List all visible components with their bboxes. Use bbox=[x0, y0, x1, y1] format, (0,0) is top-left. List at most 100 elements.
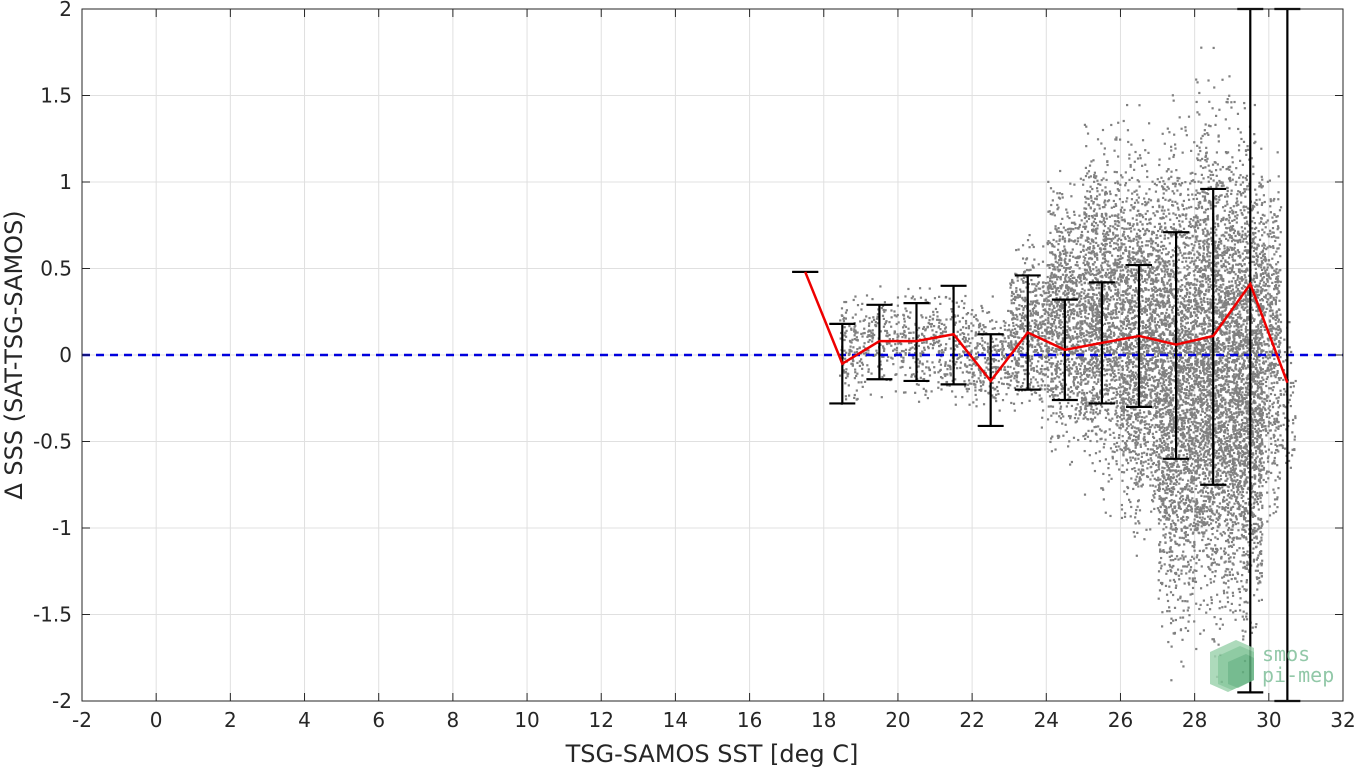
scatter-point bbox=[1079, 405, 1082, 409]
scatter-point bbox=[870, 331, 873, 334]
scatter-point bbox=[1056, 353, 1059, 356]
scatter-point bbox=[1127, 366, 1130, 369]
scatter-point bbox=[970, 330, 973, 333]
scatter-point bbox=[1048, 210, 1051, 213]
scatter-point bbox=[1037, 323, 1040, 326]
scatter-point bbox=[1140, 357, 1143, 360]
scatter-point bbox=[1139, 391, 1142, 394]
scatter-point bbox=[883, 310, 886, 313]
scatter-point bbox=[1087, 295, 1090, 298]
scatter-point bbox=[1156, 330, 1159, 333]
scatter-point bbox=[1102, 359, 1105, 362]
scatter-point bbox=[1016, 318, 1019, 321]
scatter-point bbox=[1119, 424, 1122, 427]
scatter-point bbox=[1088, 164, 1092, 167]
scatter-point bbox=[1056, 287, 1059, 290]
scatter-point bbox=[1075, 242, 1078, 246]
scatter-point bbox=[1047, 210, 1050, 213]
scatter-point bbox=[1149, 335, 1153, 338]
scatter-point bbox=[1149, 391, 1152, 394]
scatter-point bbox=[987, 351, 990, 354]
scatter-point bbox=[1057, 299, 1060, 303]
scatter-point bbox=[884, 329, 887, 332]
scatter-point bbox=[1125, 388, 1128, 391]
scatter-point bbox=[1139, 305, 1142, 308]
scatter-point bbox=[1089, 308, 1092, 312]
scatter-point bbox=[1073, 330, 1077, 333]
scatter-point bbox=[1059, 362, 1062, 365]
scatter-point bbox=[1115, 363, 1118, 366]
scatter-point bbox=[1140, 485, 1143, 488]
scatter-point bbox=[1118, 416, 1122, 419]
scatter-point bbox=[1050, 450, 1054, 453]
scatter-point bbox=[888, 342, 891, 345]
scatter-point bbox=[1099, 390, 1102, 393]
scatter-point bbox=[941, 330, 945, 333]
scatter-point bbox=[1021, 365, 1025, 368]
scatter-point bbox=[1156, 303, 1159, 307]
scatter-point bbox=[1153, 299, 1157, 302]
scatter-point bbox=[1147, 331, 1150, 334]
scatter-point bbox=[1102, 283, 1105, 286]
scatter-point bbox=[1143, 442, 1146, 446]
scatter-point bbox=[1104, 369, 1107, 372]
scatter-point bbox=[1114, 181, 1117, 185]
scatter-point bbox=[943, 323, 946, 326]
scatter-point bbox=[1088, 332, 1091, 335]
scatter-point bbox=[1091, 319, 1094, 322]
scatter-point bbox=[1129, 369, 1133, 372]
scatter-point bbox=[1087, 292, 1090, 296]
scatter-point bbox=[1156, 425, 1159, 428]
scatter-point bbox=[862, 332, 865, 335]
scatter-point bbox=[1139, 472, 1142, 475]
scatter-point bbox=[1134, 452, 1138, 455]
scatter-point bbox=[1079, 378, 1083, 381]
scatter-point bbox=[1140, 295, 1143, 298]
scatter-point bbox=[1075, 323, 1078, 326]
scatter-point bbox=[1022, 281, 1025, 284]
scatter-point bbox=[1063, 281, 1066, 284]
scatter-point bbox=[1062, 415, 1065, 418]
scatter-point bbox=[1119, 174, 1123, 177]
scatter-point bbox=[956, 314, 960, 317]
scatter-point bbox=[1041, 400, 1044, 403]
scatter-point bbox=[1113, 149, 1116, 152]
scatter-point bbox=[1132, 223, 1135, 226]
scatter-point bbox=[1153, 352, 1156, 356]
scatter-point bbox=[1018, 295, 1021, 298]
scatter-point bbox=[1136, 453, 1139, 457]
scatter-point bbox=[1083, 335, 1086, 338]
scatter-point bbox=[1046, 243, 1049, 246]
scatter-point bbox=[1126, 129, 1130, 132]
scatter-point bbox=[1129, 423, 1132, 426]
scatter-point bbox=[892, 338, 895, 341]
scatter-point bbox=[1110, 254, 1114, 257]
scatter-point bbox=[1092, 244, 1095, 248]
scatter-point bbox=[1020, 327, 1023, 330]
scatter-point bbox=[1115, 390, 1118, 393]
scatter-point bbox=[1154, 260, 1157, 264]
scatter-point bbox=[1085, 248, 1088, 251]
scatter-point bbox=[895, 349, 898, 352]
scatter-point bbox=[1142, 381, 1145, 384]
scatter-point bbox=[1047, 405, 1050, 408]
scatter-point bbox=[1119, 406, 1123, 409]
scatter-point bbox=[971, 376, 974, 379]
scatter-point bbox=[1104, 511, 1107, 514]
scatter-point bbox=[871, 332, 874, 335]
scatter-point bbox=[1125, 297, 1128, 300]
scatter-point bbox=[1078, 292, 1081, 295]
scatter-point bbox=[1122, 119, 1125, 123]
scatter-point bbox=[955, 360, 958, 364]
scatter-point bbox=[1069, 303, 1072, 306]
scatter-point bbox=[1090, 323, 1093, 326]
scatter-point bbox=[1091, 362, 1094, 365]
scatter-point bbox=[1113, 379, 1117, 382]
scatter-point bbox=[1114, 316, 1117, 320]
scatter-point bbox=[1106, 250, 1109, 253]
scatter-point bbox=[1045, 328, 1048, 331]
scatter-point bbox=[1006, 382, 1009, 386]
scatter-point bbox=[1153, 280, 1156, 283]
scatter-point bbox=[1127, 432, 1131, 435]
scatter-point bbox=[1135, 253, 1138, 256]
